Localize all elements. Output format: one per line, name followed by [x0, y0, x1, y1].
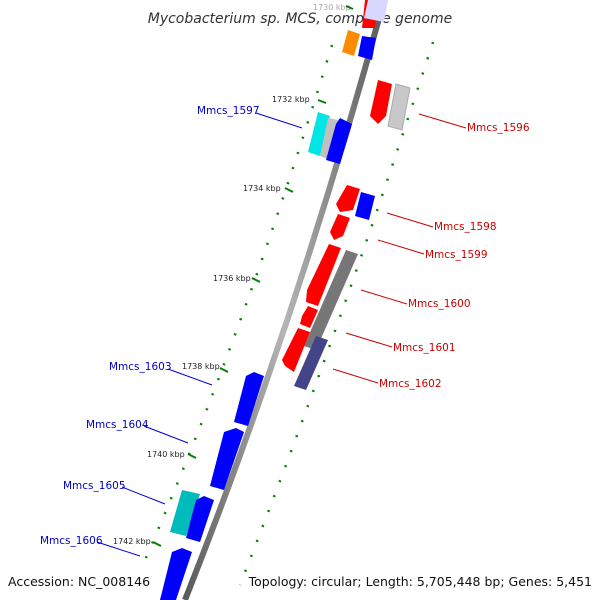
- gene-1601-b: [282, 328, 310, 372]
- accession-text: Accession: NC_008146: [8, 574, 150, 589]
- scale-ticks: [152, 5, 354, 547]
- gene-1597-grey: [320, 118, 338, 160]
- gene-1606: [160, 548, 192, 600]
- kbp-label-1734: 1734 kbp: [243, 184, 281, 193]
- gene-1598: [355, 192, 375, 220]
- gene-orange: [342, 30, 360, 56]
- label-mmcs-1606[interactable]: Mmcs_1606: [40, 535, 103, 547]
- kbp-label-1736: 1736 kbp: [213, 274, 251, 283]
- label-mmcs-1596[interactable]: Mmcs_1596: [467, 122, 530, 134]
- right-strand-genes: [282, 0, 411, 390]
- gene-1602: [294, 336, 328, 390]
- label-mmcs-1602[interactable]: Mmcs_1602: [379, 378, 442, 390]
- gene-1598-a: [336, 185, 360, 212]
- gene-1597: [326, 118, 352, 164]
- gene-1597-cyan: [308, 112, 330, 156]
- gene-1596: [387, 83, 411, 131]
- right-gene-labels: Mmcs_1596 Mmcs_1598 Mmcs_1599 Mmcs_1600 …: [332, 113, 530, 390]
- kbp-label-1738: 1738 kbp: [182, 362, 220, 371]
- gene-1600: [304, 250, 358, 350]
- genome-backbone: [182, 0, 387, 600]
- gene-1601: [300, 306, 318, 328]
- gene-1605-b: [186, 496, 214, 542]
- kbp-label-1740: 1740 kbp: [147, 450, 185, 459]
- gene-top-faded: [364, 0, 388, 22]
- kbp-label-1732: 1732 kbp: [272, 95, 310, 104]
- map-title: Mycobacterium sp. MCS, complete genome: [148, 11, 453, 27]
- gene-1604: [210, 428, 244, 490]
- label-mmcs-1600[interactable]: Mmcs_1600: [408, 298, 471, 310]
- label-mmcs-1604[interactable]: Mmcs_1604: [86, 419, 149, 431]
- topology-text: Topology: circular; Length: 5,705,448 bp…: [248, 574, 592, 589]
- gene-top-blue: [358, 36, 376, 60]
- kbp-label-1730: 1730 kbp: [313, 3, 351, 12]
- label-mmcs-1598[interactable]: Mmcs_1598: [434, 221, 497, 233]
- label-mmcs-1597[interactable]: Mmcs_1597: [197, 105, 260, 117]
- label-mmcs-1601[interactable]: Mmcs_1601: [393, 342, 456, 354]
- gene-1596-a: [370, 80, 392, 124]
- left-tick-track: [143, 44, 334, 561]
- label-mmcs-1599[interactable]: Mmcs_1599: [425, 249, 488, 261]
- gene-1605: [170, 490, 200, 536]
- left-gene-labels: Mmcs_1597 Mmcs_1603 Mmcs_1604 Mmcs_1605 …: [40, 105, 303, 557]
- gene-1600-a: [306, 244, 341, 306]
- gene-1599: [330, 214, 350, 240]
- label-mmcs-1605[interactable]: Mmcs_1605: [63, 480, 126, 492]
- left-strand-genes: [160, 0, 388, 600]
- label-mmcs-1603[interactable]: Mmcs_1603: [109, 361, 172, 373]
- kbp-label-1742: 1742 kbp: [113, 537, 151, 546]
- gene-1603: [234, 372, 264, 426]
